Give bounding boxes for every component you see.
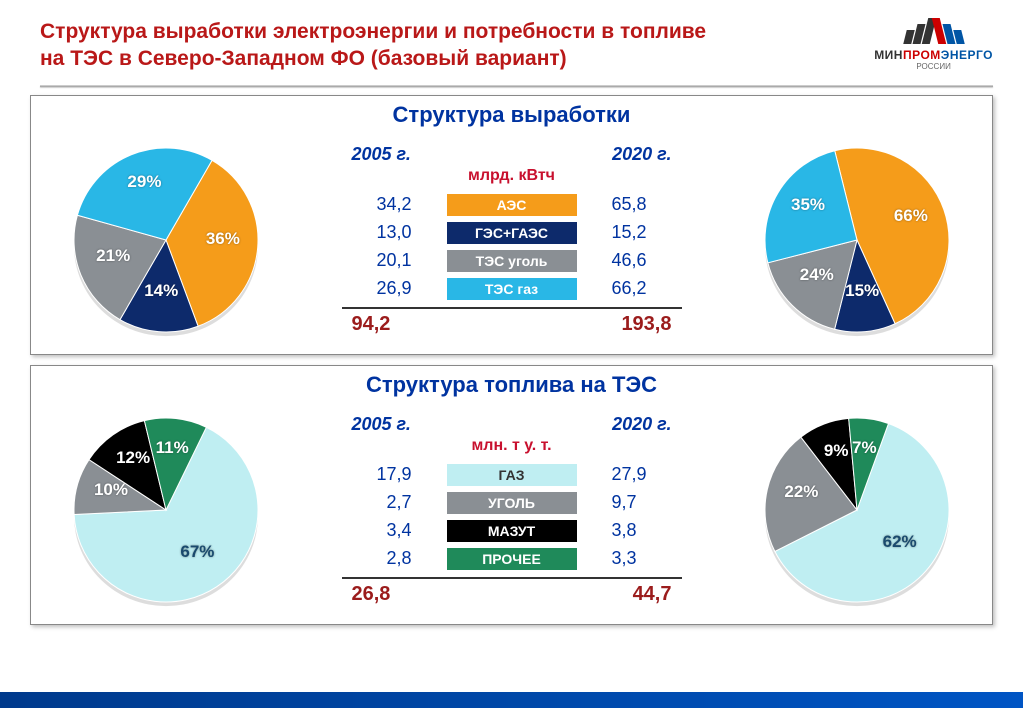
logo-icon [874,18,993,44]
data-row: 20,1 ТЭС уголь 46,6 [312,247,712,275]
pie-pct-label: 9% [824,441,849,461]
value-2005: 3,4 [342,520,412,541]
total-left: 26,8 [352,583,391,606]
data-row: 26,9 ТЭС газ 66,2 [312,275,712,303]
year-left: 2005 г. [352,144,411,165]
year-right: 2020 г. [612,144,671,165]
data-row: 3,4 МАЗУТ 3,8 [312,517,712,545]
page-title: Структура выработки электроэнергии и пот… [40,18,706,73]
value-2005: 34,2 [342,194,412,215]
pie-pct-label: 11% [156,438,189,458]
header: Структура выработки электроэнергии и пот… [0,0,1023,83]
pie-pct-label: 15% [845,281,879,301]
category-box: ГАЗ [447,464,577,486]
pie-right: 62% 22% 9%7% [732,400,982,620]
total-right: 193,8 [621,313,671,336]
value-2020: 9,7 [612,492,682,513]
value-2020: 27,9 [612,464,682,485]
value-2005: 17,9 [342,464,412,485]
pie-pct-label: 36% [206,229,240,249]
data-row: 17,9 ГАЗ 27,9 [312,461,712,489]
value-2005: 2,8 [342,548,412,569]
value-2020: 46,6 [612,250,682,271]
data-row: 2,7 УГОЛЬ 9,7 [312,489,712,517]
panel-1: Структура топлива на ТЭС 67% 10% 12% 11% 20… [30,365,993,625]
value-2005: 20,1 [342,250,412,271]
logo-text: МИНПРОМЭНЕРГО [874,48,993,62]
pie-pct-label: 67% [180,542,214,562]
panel-0: Структура выработки 36% 14% 21% 29% 2005 г.… [30,95,993,355]
unit-label: млн. т у. т. [312,437,712,455]
pie-pct-label: 22% [784,482,818,502]
unit-label: млрд. кВтч [312,167,712,185]
total-right: 44,7 [633,583,672,606]
category-box: МАЗУТ [447,520,577,542]
footer-bar [0,692,1023,708]
pie-pct-label: 12% [116,448,150,468]
category-box: ТЭС уголь [447,250,577,272]
pie-left: 36% 14% 21% 29% [41,130,291,350]
pie-pct-label: 29% [127,172,161,192]
year-right: 2020 г. [612,414,671,435]
value-2020: 66,2 [612,278,682,299]
pie-pct-label: 66% [894,206,928,226]
pie-pct-label: 35% [791,195,825,215]
panel-title: Структура выработки [41,102,982,128]
panel-title: Структура топлива на ТЭС [41,372,982,398]
data-row: 34,2 АЭС 65,8 [312,191,712,219]
center-table: 2005 г. 2020 г. млн. т у. т. 17,9 ГАЗ 27… [312,414,712,606]
value-2005: 2,7 [342,492,412,513]
divider [40,85,993,87]
logo-subtext: РОССИИ [874,62,993,71]
category-box: ПРОЧЕЕ [447,548,577,570]
pie-pct-label: 62% [883,532,917,552]
pie-pct-label: 10% [94,480,128,500]
category-box: ГЭС+ГАЭС [447,222,577,244]
center-table: 2005 г. 2020 г. млрд. кВтч 34,2 АЭС 65,8… [312,144,712,336]
logo: МИНПРОМЭНЕРГО РОССИИ [874,18,993,71]
value-2005: 13,0 [342,222,412,243]
pie-pct-label: 21% [96,246,130,266]
pie-pct-label: 7% [852,438,877,458]
value-2020: 3,3 [612,548,682,569]
year-left: 2005 г. [352,414,411,435]
total-left: 94,2 [352,313,391,336]
pie-right: 66% 15% 24% 35% [732,130,982,350]
data-row: 2,8 ПРОЧЕЕ 3,3 [312,545,712,573]
value-2020: 65,8 [612,194,682,215]
value-2005: 26,9 [342,278,412,299]
data-row: 13,0 ГЭС+ГАЭС 15,2 [312,219,712,247]
value-2020: 15,2 [612,222,682,243]
category-box: УГОЛЬ [447,492,577,514]
value-2020: 3,8 [612,520,682,541]
pie-pct-label: 14% [144,281,178,301]
category-box: ТЭС газ [447,278,577,300]
category-box: АЭС [447,194,577,216]
pie-left: 67% 10% 12% 11% [41,400,291,620]
pie-pct-label: 24% [800,265,834,285]
